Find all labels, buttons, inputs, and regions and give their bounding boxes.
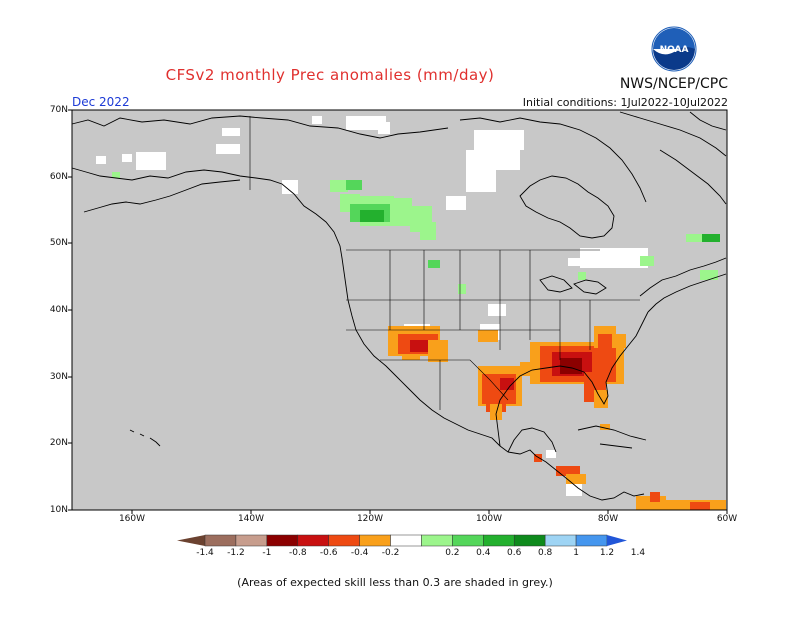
colorbar-tick-label: -0.6 xyxy=(319,548,338,558)
map-title: CFSv2 monthly Prec anomalies (mm/day) xyxy=(165,66,495,84)
lat-label-10n: 10N xyxy=(49,505,68,515)
map-background xyxy=(72,110,727,510)
colorbar-swatch xyxy=(421,534,453,547)
initial-conditions-label: Initial conditions: 1Jul2022-10Jul2022 xyxy=(522,96,728,109)
colorbar-tick-label: 0.2 xyxy=(445,548,460,558)
lon-label-80w: 80W xyxy=(597,514,619,524)
agency-label: NWS/NCEP/CPC xyxy=(619,76,728,92)
axis-ticks xyxy=(68,109,728,514)
lat-label-40n: 40N xyxy=(49,305,68,315)
colorbar-min-arrow xyxy=(177,535,205,546)
colorbar-tick-label: 0.8 xyxy=(537,548,553,558)
lon-label-140w: 140W xyxy=(237,514,265,524)
lat-label-20n: 20N xyxy=(49,438,68,448)
colorbar-tick-label: -1.4 xyxy=(196,548,214,558)
colorbar-swatch xyxy=(483,534,515,547)
lat-label-60n: 60N xyxy=(49,172,68,182)
wet-anomaly-patches xyxy=(112,172,720,294)
svg-text:NOAA: NOAA xyxy=(660,45,689,55)
dry-anomaly-patches xyxy=(388,326,726,510)
colorbar-swatch xyxy=(575,534,608,547)
colorbar-tick-label: 1.4 xyxy=(630,548,646,558)
colorbar-swatch xyxy=(452,534,484,547)
lat-label-50n: 50N xyxy=(49,238,68,248)
colorbar-swatch xyxy=(328,534,360,547)
colorbar-tick-label: 0.4 xyxy=(476,548,491,558)
colorbar-tick-label: -0.2 xyxy=(381,548,400,558)
political-borders xyxy=(249,116,640,410)
colorbar-tick-label: 1.2 xyxy=(599,548,615,558)
lon-label-100w: 100W xyxy=(475,514,503,524)
lon-label-60w: 60W xyxy=(716,514,738,524)
colorbar-swatch xyxy=(390,534,422,547)
colorbar-swatch xyxy=(266,534,299,547)
colorbar-swatch xyxy=(513,534,546,547)
colorbar-tick-label: -0.8 xyxy=(288,548,307,558)
colorbar-swatch xyxy=(359,534,391,547)
colorbar-max-arrow xyxy=(607,535,627,546)
colorbar-swatch xyxy=(297,534,329,547)
colorbar-tick-label: -1 xyxy=(262,548,272,558)
colorbar-tick-label: -0.4 xyxy=(350,548,369,558)
colorbar-swatch xyxy=(544,534,577,547)
colorbar-tick-label: 0.6 xyxy=(507,548,522,558)
lat-label-70n: 70N xyxy=(49,105,68,115)
colorbar-tick-label: -1.2 xyxy=(227,548,245,558)
lat-label-30n: 30N xyxy=(49,372,68,382)
colorbar-swatch xyxy=(235,534,268,547)
skill-note: (Areas of expected skill less than 0.3 a… xyxy=(237,576,553,589)
colorbar-tick-label: 1 xyxy=(573,548,579,558)
noaa-logo: NOAA xyxy=(651,26,697,72)
lon-label-120w: 120W xyxy=(356,514,384,524)
colorbar-swatch xyxy=(204,534,237,547)
coastlines xyxy=(71,111,727,501)
lon-label-160w: 160W xyxy=(118,514,146,524)
valid-month-label: Dec 2022 xyxy=(72,95,130,109)
